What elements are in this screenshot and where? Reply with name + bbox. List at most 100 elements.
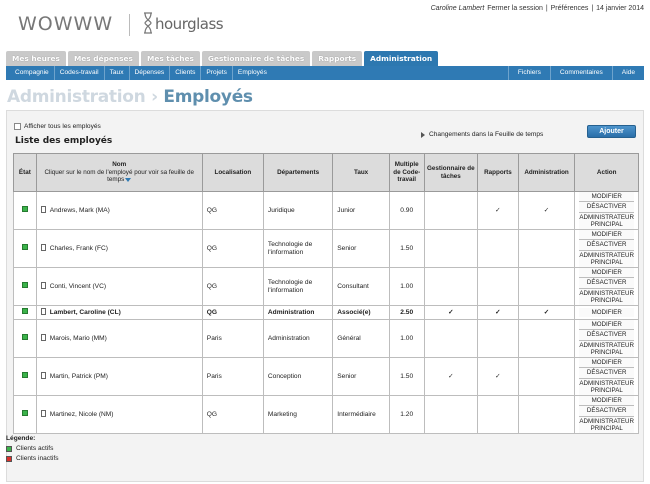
current-date: 14 janvier 2014 — [596, 5, 644, 12]
tab-administration[interactable]: Administration — [364, 51, 439, 66]
preferences-link[interactable]: Préférences — [550, 5, 589, 12]
active-status-icon — [21, 206, 28, 212]
department-cell: Administration — [262, 305, 334, 320]
tab-rapports[interactable]: Rapports — [312, 51, 363, 66]
legend: Légende: Clients actifs Clients inactifs — [6, 435, 59, 465]
table-row: Conti, Vincent (VC) QG Technologie de l'… — [13, 267, 639, 306]
tab-gestionnaire-de-taches[interactable]: Gestionnaire de tâches — [201, 51, 311, 66]
separator: | — [545, 5, 548, 12]
task-manager-cell — [423, 229, 479, 268]
active-square-icon — [6, 445, 12, 452]
modify-button[interactable]: MODIFIER — [579, 230, 634, 241]
table-row: Lambert, Caroline (CL) QG Administration… — [13, 305, 639, 320]
show-all-employees[interactable]: Afficher tous les employés — [14, 123, 101, 130]
subnav-taux[interactable]: Taux — [105, 66, 130, 80]
deactivate-button[interactable]: DÉSACTIVER — [579, 368, 634, 379]
main-admin-button[interactable]: ADMINISTRATEUR PRINCIPAL — [579, 250, 634, 267]
subnav-depenses[interactable]: Dépenses — [130, 66, 171, 80]
main-admin-button[interactable]: ADMINISTRATEUR PRINCIPAL — [579, 212, 634, 229]
subnav-compagnie[interactable]: Compagnie — [10, 66, 55, 80]
task-manager-cell — [423, 191, 479, 230]
legend-title: Légende: — [6, 435, 36, 442]
table-row: Martin, Patrick (PM) Paris Conception Se… — [13, 357, 639, 396]
timesheet-changes-link[interactable]: Changements dans la Feuille de temps — [421, 131, 543, 138]
action-cell: MODIFIER DÉSACTIVER ADMINISTRATEUR PRINC… — [574, 229, 639, 268]
employee-name[interactable]: Marois, Mario (MM) — [49, 335, 107, 342]
modify-button[interactable]: MODIFIER — [579, 358, 634, 369]
modify-button[interactable]: MODIFIER — [579, 396, 634, 407]
timesheet-icon[interactable] — [40, 410, 46, 417]
action-cell: MODIFIER DÉSACTIVER ADMINISTRATEUR PRINC… — [574, 267, 639, 306]
timesheet-icon[interactable] — [40, 372, 46, 379]
legend-inactive: Clients inactifs — [6, 455, 59, 462]
timesheet-icon[interactable] — [40, 244, 46, 251]
deactivate-button[interactable]: DÉSACTIVER — [579, 330, 634, 341]
location-cell: Paris — [201, 319, 264, 358]
show-all-checkbox[interactable] — [14, 123, 21, 130]
subnav-employes[interactable]: Employés — [237, 69, 267, 76]
tab-mes-taches[interactable]: Mes tâches — [140, 51, 200, 66]
state-cell — [13, 191, 37, 230]
multiple-cell: 2.50 — [388, 305, 425, 320]
subnav-commentaires[interactable]: Commentaires — [549, 66, 612, 80]
add-button[interactable]: Ajouter — [587, 125, 636, 138]
rate-cell: Senior — [332, 229, 390, 268]
name-cell[interactable]: Martinez, Nicole (NM) — [35, 395, 203, 434]
subnav-aide[interactable]: Aide — [611, 66, 644, 80]
table-row: Marois, Mario (MM) Paris Administration … — [13, 319, 639, 358]
logo-divider — [129, 14, 130, 36]
timesheet-icon[interactable] — [40, 282, 46, 289]
active-status-icon — [21, 308, 28, 314]
timesheet-icon[interactable] — [40, 334, 46, 341]
subnav-clients[interactable]: Clients — [170, 66, 202, 80]
subnav-codes-travail[interactable]: Codes-travail — [55, 66, 105, 80]
tab-mes-depenses[interactable]: Mes dépenses — [67, 51, 139, 66]
employee-name[interactable]: Conti, Vincent (VC) — [49, 283, 107, 290]
name-cell[interactable]: Marois, Mario (MM) — [35, 319, 203, 358]
deactivate-button[interactable]: DÉSACTIVER — [579, 240, 634, 251]
logout-link[interactable]: Fermer la session — [487, 5, 543, 12]
timesheet-icon[interactable] — [40, 206, 46, 213]
name-cell[interactable]: Conti, Vincent (VC) — [35, 267, 203, 306]
main-admin-button[interactable]: ADMINISTRATEUR PRINCIPAL — [579, 378, 634, 395]
subnav-fichiers[interactable]: Fichiers — [507, 66, 550, 80]
name-cell[interactable]: Andrews, Mark (MA) — [35, 191, 203, 230]
name-cell[interactable]: Lambert, Caroline (CL) — [35, 305, 203, 320]
rate-cell: Associé(e) — [332, 305, 390, 320]
main-admin-button[interactable]: ADMINISTRATEUR PRINCIPAL — [579, 340, 634, 357]
timesheet-icon[interactable] — [40, 308, 46, 315]
main-admin-button[interactable]: ADMINISTRATEUR PRINCIPAL — [579, 416, 634, 433]
sort-down-icon[interactable] — [125, 178, 132, 183]
modify-button[interactable]: MODIFIER — [579, 192, 634, 203]
admin-cell — [517, 357, 576, 396]
deactivate-button[interactable]: DÉSACTIVER — [579, 406, 634, 417]
tab-mes-heures[interactable]: Mes heures — [6, 51, 66, 66]
employee-name[interactable]: Charles, Frank (FC) — [49, 245, 108, 252]
name-cell[interactable]: Martin, Patrick (PM) — [35, 357, 203, 396]
action-cell: MODIFIER — [574, 305, 639, 320]
subnav-projets[interactable]: Projets — [201, 66, 233, 80]
admin-cell — [517, 395, 576, 434]
modify-button[interactable]: MODIFIER — [579, 320, 634, 331]
modify-button[interactable]: MODIFIER — [579, 268, 634, 279]
admin-cell: ✓ — [517, 305, 576, 320]
employee-name[interactable]: Lambert, Caroline (CL) — [49, 309, 121, 316]
col-multiple: Multiple de Code-travail — [388, 153, 425, 192]
employee-name[interactable]: Martinez, Nicole (NM) — [49, 411, 114, 418]
deactivate-button[interactable]: DÉSACTIVER — [579, 278, 634, 289]
deactivate-button[interactable]: DÉSACTIVER — [579, 202, 634, 213]
col-departments: Départements — [262, 153, 334, 192]
employee-name[interactable]: Andrews, Mark (MA) — [49, 207, 110, 214]
task-manager-cell — [423, 267, 479, 306]
inactive-square-icon — [6, 455, 12, 462]
reports-cell — [477, 229, 519, 268]
location-cell: QG — [201, 191, 264, 230]
reports-cell: ✓ — [477, 305, 519, 320]
modify-button[interactable]: MODIFIER — [579, 307, 634, 318]
reports-cell: ✓ — [477, 191, 519, 230]
employee-table: État Nom Cliquer sur le nom de l'employé… — [13, 153, 639, 434]
main-admin-button[interactable]: ADMINISTRATEUR PRINCIPAL — [579, 288, 634, 305]
name-cell[interactable]: Charles, Frank (FC) — [35, 229, 203, 268]
employee-name[interactable]: Martin, Patrick (PM) — [49, 373, 108, 380]
table-row: Andrews, Mark (MA) QG Juridique Junior 0… — [13, 191, 639, 230]
